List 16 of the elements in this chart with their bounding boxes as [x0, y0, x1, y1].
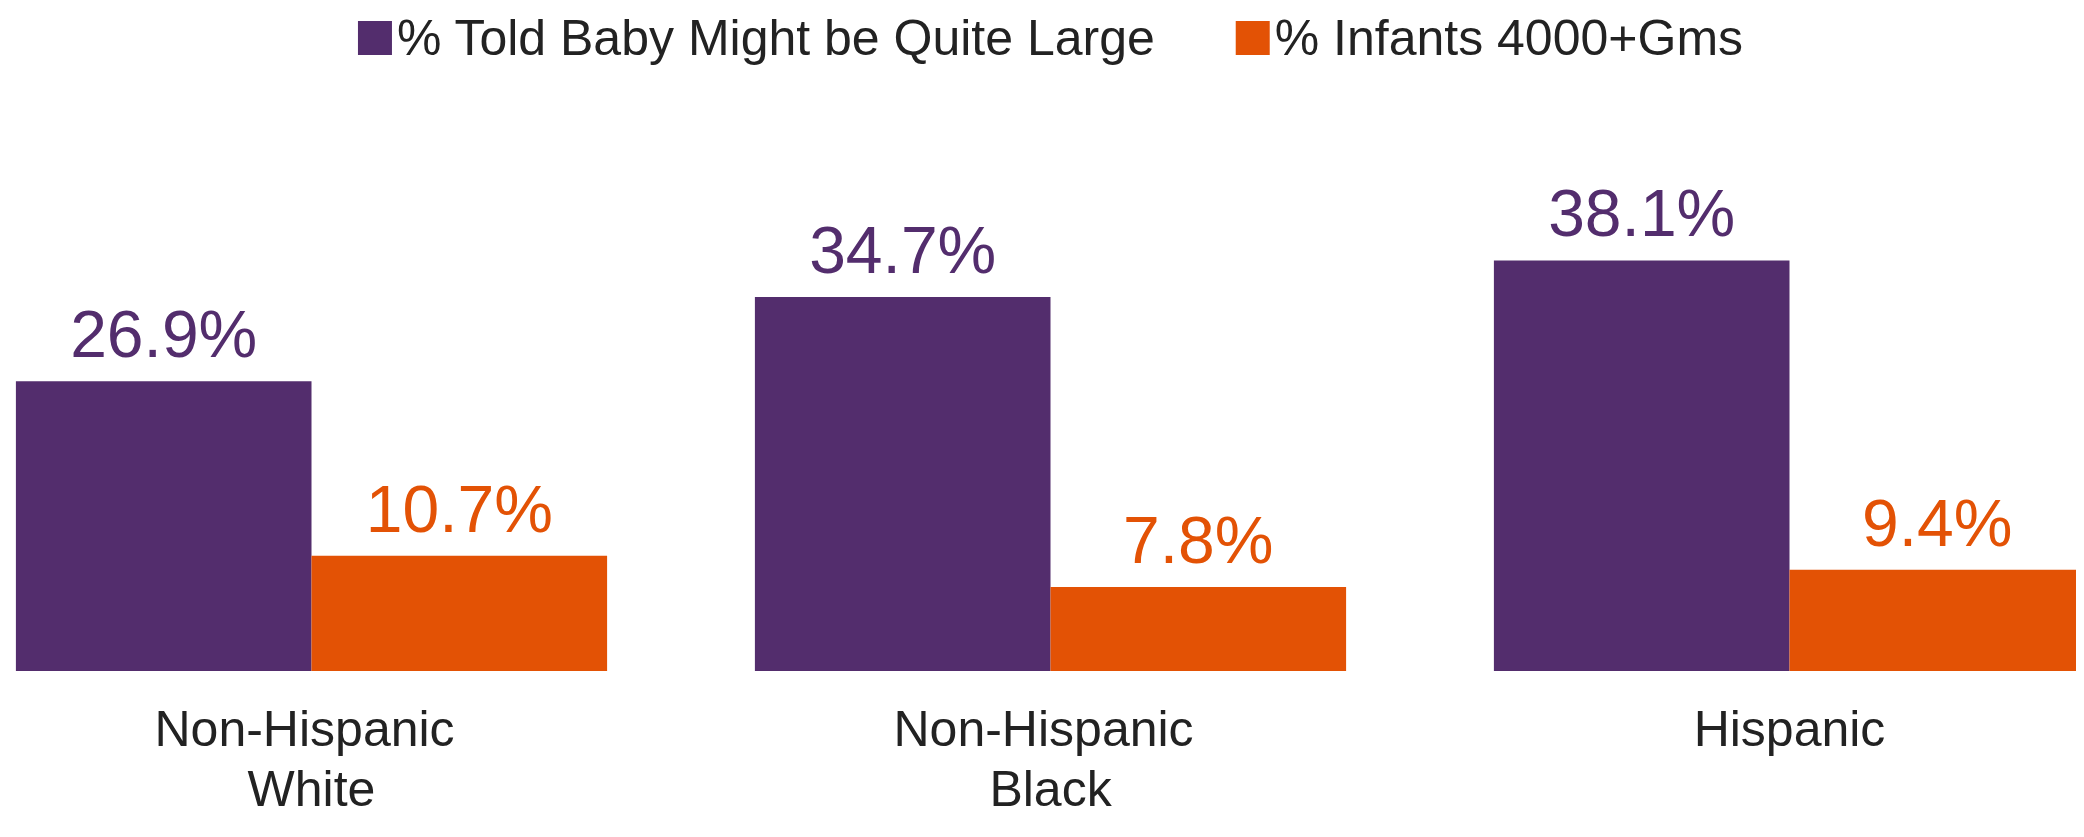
- legend-label: % Infants 4000+Gms: [1274, 10, 1744, 66]
- bar: [311, 555, 608, 671]
- x-tick-label: Non-Hispanic White: [154, 701, 469, 817]
- data-label: 7.8%: [1123, 502, 1274, 577]
- bar: [15, 381, 312, 671]
- x-tick-label: Non-Hispanic Black: [893, 701, 1208, 817]
- data-label: 10.7%: [365, 471, 553, 546]
- data-label: 26.9%: [70, 297, 258, 372]
- data-label: 38.1%: [1548, 176, 1736, 251]
- x-tick-label: Hispanic: [1693, 701, 1886, 757]
- bar: [754, 297, 1051, 671]
- legend-label: % Told Baby Might be Quite Large: [396, 10, 1155, 66]
- bar: [1050, 586, 1347, 671]
- bar: [1493, 260, 1790, 671]
- data-label: 34.7%: [809, 213, 997, 288]
- data-label: 9.4%: [1862, 485, 2013, 560]
